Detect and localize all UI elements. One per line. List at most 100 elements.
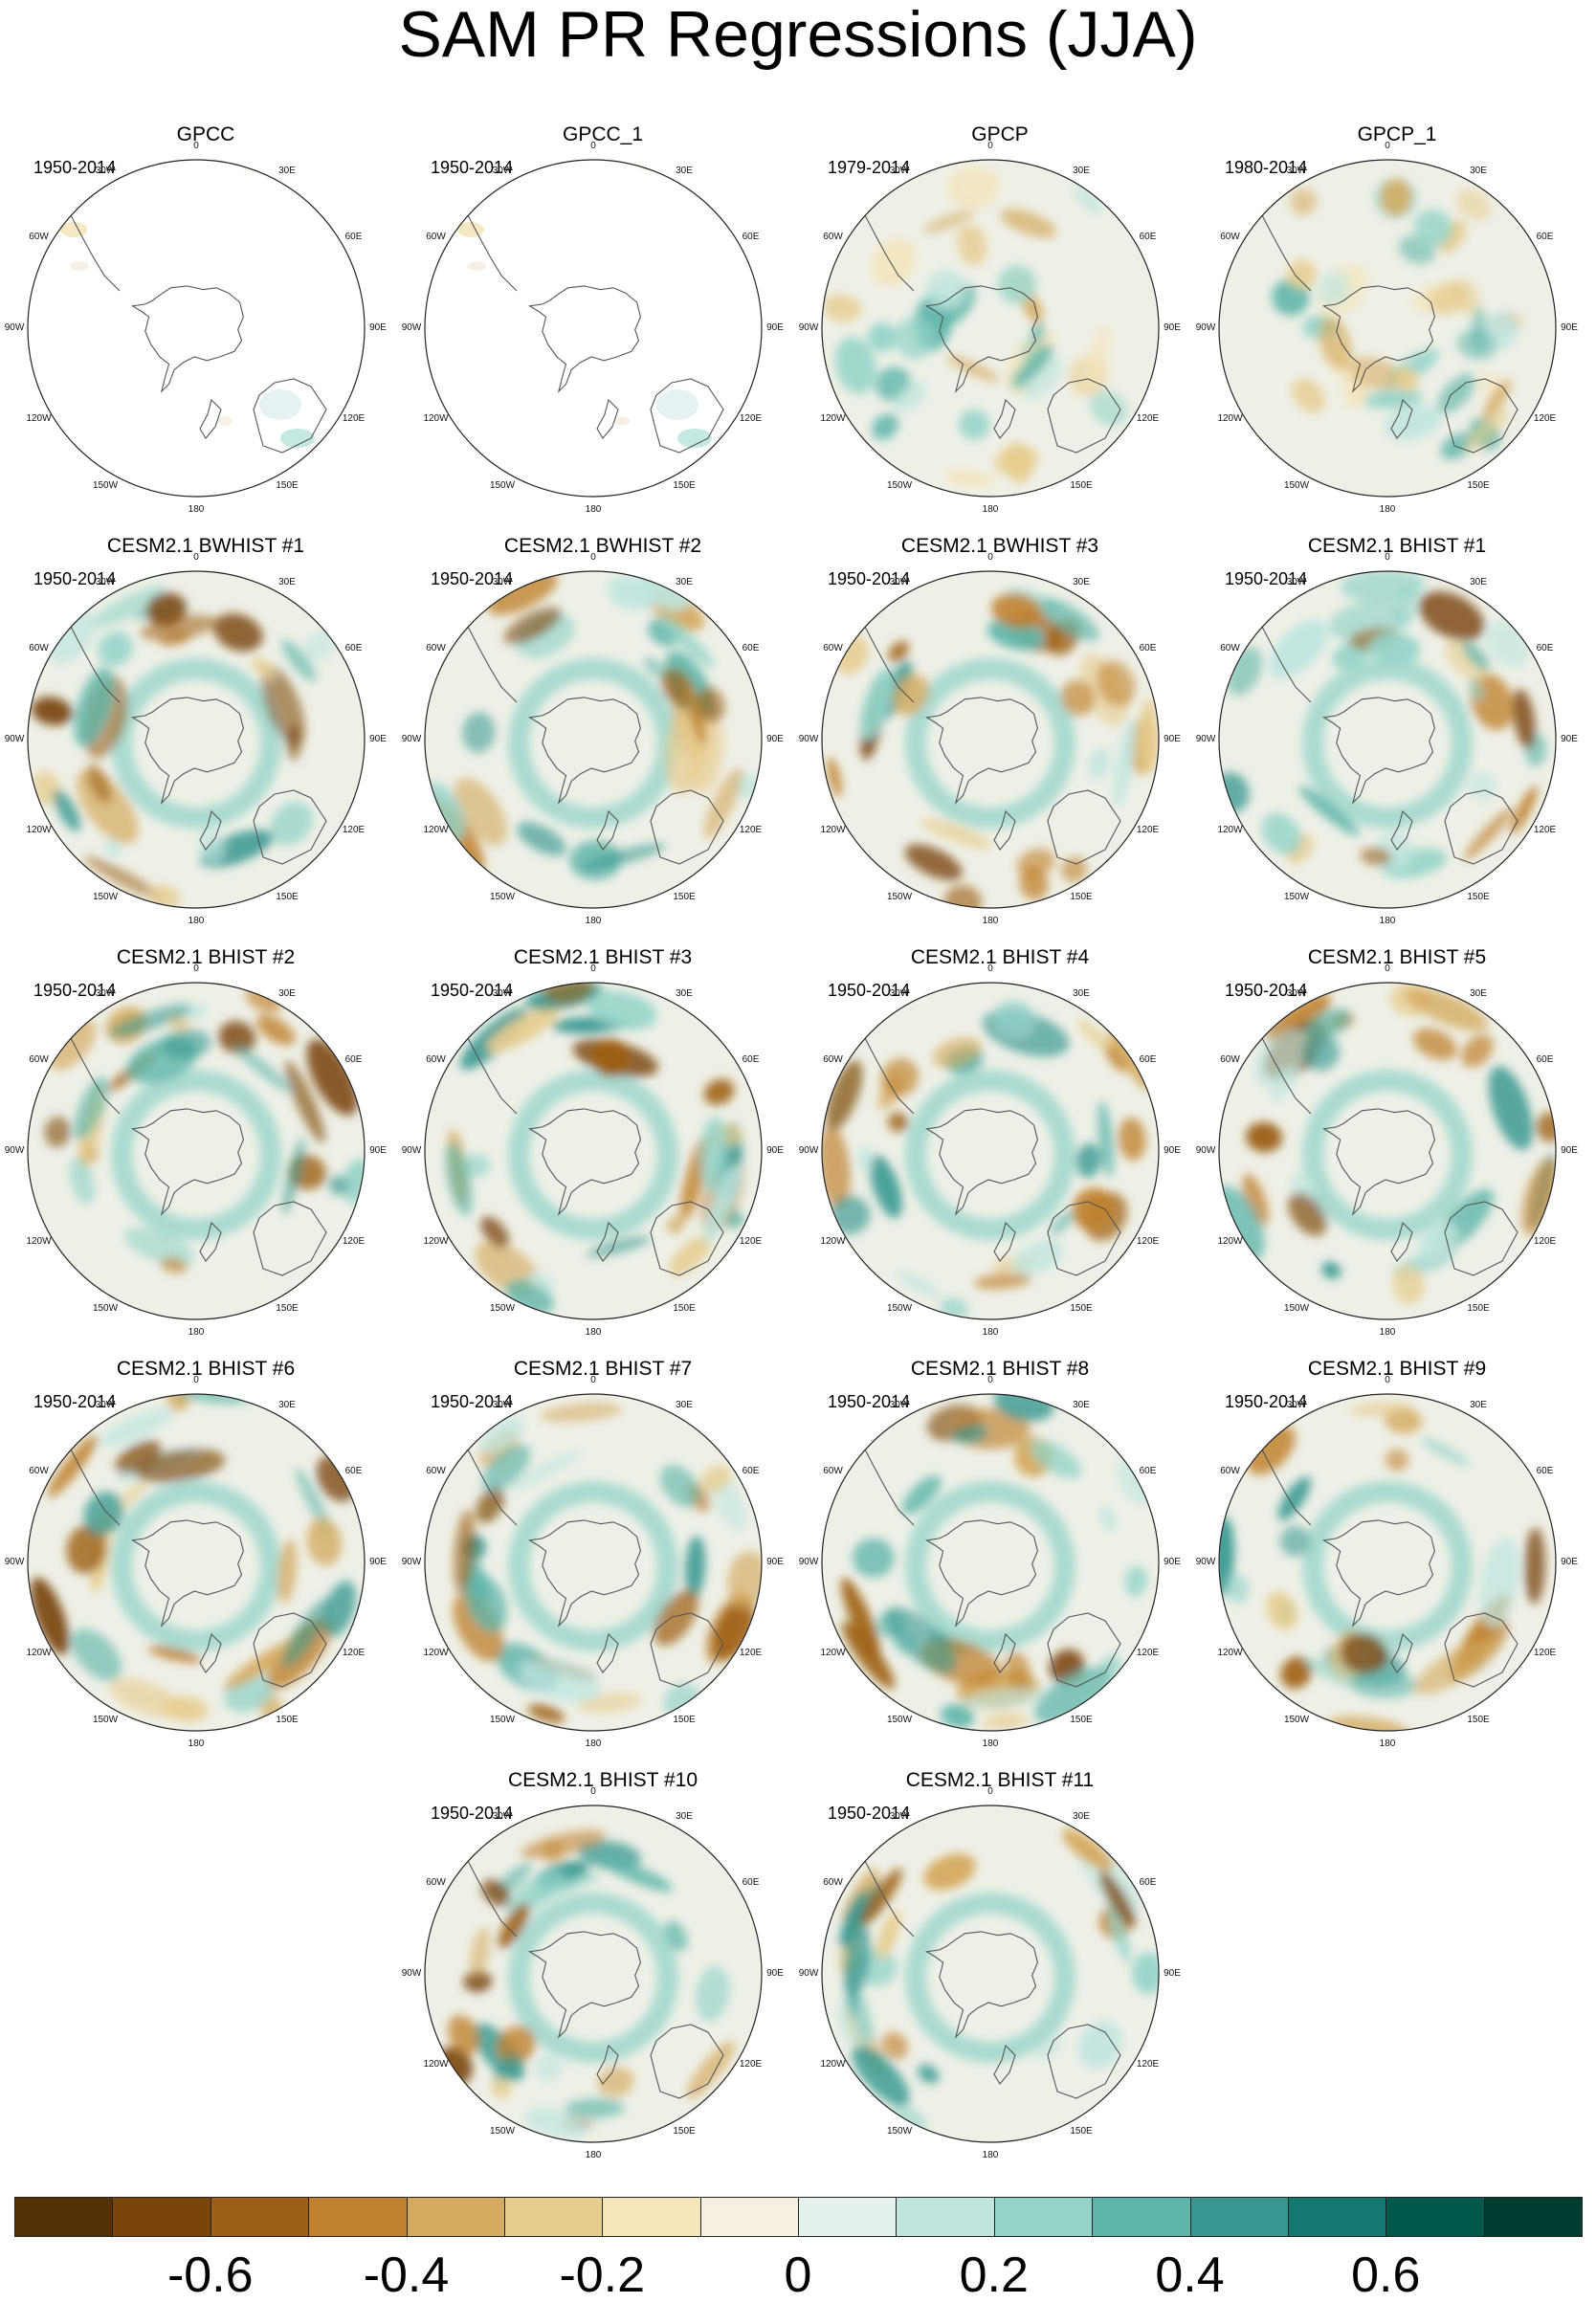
longitude-label: 60W bbox=[823, 643, 843, 653]
colorbar-tick-label: 0 bbox=[784, 2248, 812, 2303]
antarctica-coastline bbox=[130, 1519, 244, 1628]
antarctica-coastline bbox=[527, 697, 641, 805]
polar-map bbox=[424, 1393, 763, 1732]
longitude-label: 90E bbox=[1561, 322, 1578, 333]
new-zealand-coastline bbox=[993, 1221, 1016, 1262]
precip-blob bbox=[462, 712, 496, 753]
map-panel: GPCC 1950-2014 0 30E 60E 90E 120E 150E 180 150W 12… bbox=[5, 122, 388, 515]
precip-blob bbox=[98, 631, 133, 667]
longitude-label: 120W bbox=[1217, 1236, 1243, 1247]
longitude-label: 30E bbox=[1073, 576, 1090, 587]
map-panel: CESM2.1 BHIST #9 1950-2014 0 30E 60E 90E 120E 1… bbox=[1196, 1357, 1579, 1749]
precip-blob bbox=[660, 616, 715, 669]
precip-blob bbox=[281, 1137, 305, 1215]
polar-map bbox=[821, 982, 1160, 1320]
map-border bbox=[821, 1805, 1160, 2143]
polar-map bbox=[27, 982, 366, 1320]
colorbar-tick-label: -0.6 bbox=[166, 2248, 254, 2303]
anomaly-ring bbox=[111, 1070, 281, 1240]
precip-blob bbox=[31, 697, 73, 726]
precip-blob bbox=[445, 1142, 473, 1217]
precip-blob bbox=[480, 1417, 524, 1452]
map-border bbox=[424, 982, 763, 1320]
precip-blob bbox=[895, 317, 936, 360]
panel-title: CESM2.1 BHIST #4 bbox=[910, 946, 1090, 968]
precip-anomaly-field bbox=[822, 1394, 1159, 1731]
longitude-label: 60W bbox=[823, 1054, 843, 1065]
map-border bbox=[821, 982, 1160, 1320]
precip-blob bbox=[598, 1856, 674, 1893]
polar-map bbox=[821, 159, 1160, 498]
precip-blob bbox=[872, 413, 899, 440]
panel-year-range: 1950-2014 bbox=[33, 1392, 117, 1411]
map-border bbox=[1218, 982, 1557, 1320]
colorbar-swatch bbox=[308, 2197, 408, 2237]
panel-title: CESM2.1 BHIST #8 bbox=[910, 1358, 1090, 1380]
precip-blob bbox=[1392, 1265, 1425, 1305]
map-border bbox=[424, 1805, 763, 2143]
precip-patch bbox=[259, 389, 301, 420]
precip-blob bbox=[491, 2077, 512, 2099]
longitude-label: 150W bbox=[886, 2125, 913, 2137]
longitude-label: 90W bbox=[1195, 734, 1216, 744]
longitude-label: 30E bbox=[278, 1399, 296, 1410]
precip-blob bbox=[582, 843, 666, 870]
longitude-label: 30E bbox=[1470, 576, 1487, 587]
panel-title: CESM2.1 BWHIST #3 bbox=[900, 535, 1099, 557]
longitude-label: 150E bbox=[1070, 1714, 1093, 1725]
map-panel: GPCP_1 1980-2014 0 30E 60E 90E 120E 150E 180 150W… bbox=[1196, 122, 1579, 515]
longitude-label: 0 bbox=[590, 1786, 596, 1797]
antarctica-coastline bbox=[527, 1519, 641, 1628]
panel-year-range: 1950-2014 bbox=[33, 158, 117, 177]
precip-blob bbox=[857, 1146, 874, 1173]
longitude-label: 180 bbox=[585, 916, 602, 926]
map-panel: CESM2.1 BWHIST #3 1950-2014 0 30E 60E 90E 120E… bbox=[799, 534, 1182, 926]
panel-title: CESM2.1 BHIST #3 bbox=[513, 946, 693, 968]
antarctica-coastline bbox=[130, 1108, 244, 1216]
new-zealand-coastline bbox=[199, 398, 222, 439]
precip-blob bbox=[103, 840, 122, 857]
precip-blob bbox=[1266, 1591, 1297, 1630]
precip-blob bbox=[943, 884, 983, 908]
precip-blob bbox=[1471, 306, 1487, 354]
longitude-label: 30W bbox=[492, 576, 513, 587]
longitude-label: 30W bbox=[889, 1810, 910, 1822]
precip-blob bbox=[1521, 1158, 1556, 1236]
precip-blob bbox=[1290, 188, 1318, 216]
precip-blob bbox=[285, 723, 302, 761]
colorbar-swatch bbox=[14, 2197, 114, 2237]
longitude-label: 90W bbox=[4, 734, 25, 744]
longitude-label: 30W bbox=[1286, 165, 1307, 176]
map-panel: CESM2.1 BHIST #8 1950-2014 0 30E 60E 90E 120E 1… bbox=[799, 1357, 1182, 1749]
longitude-label: 0 bbox=[987, 963, 993, 974]
south-america-coastline bbox=[1260, 1035, 1312, 1115]
longitude-label: 60E bbox=[1536, 1466, 1554, 1476]
anomaly-ring bbox=[1302, 1070, 1473, 1240]
longitude-label: 90W bbox=[401, 1968, 422, 1979]
colorbar-swatch bbox=[1483, 2197, 1583, 2237]
precip-blob bbox=[957, 224, 987, 266]
panel-year-range: 1950-2014 bbox=[1225, 1392, 1308, 1411]
longitude-label: 150W bbox=[1283, 479, 1310, 491]
panel-title: GPCC_1 bbox=[562, 123, 644, 145]
map-panel: CESM2.1 BHIST #3 1950-2014 0 30E 60E 90E 120E 1… bbox=[402, 945, 785, 1338]
longitude-label: 150W bbox=[489, 479, 516, 491]
precip-blob bbox=[876, 1910, 901, 1960]
longitude-label: 180 bbox=[982, 1738, 999, 1749]
precip-blob bbox=[1019, 867, 1049, 900]
precip-blob bbox=[506, 1870, 565, 1916]
precip-blob bbox=[1097, 1100, 1115, 1178]
map-border bbox=[27, 982, 366, 1320]
map-panel: GPCC_1 1950-2014 0 30E 60E 90E 120E 150E 180 150W… bbox=[402, 122, 785, 515]
precip-blob bbox=[282, 1598, 331, 1668]
longitude-label: 0 bbox=[590, 552, 596, 563]
precip-patch bbox=[614, 416, 630, 426]
longitude-label: 120E bbox=[1533, 1236, 1557, 1247]
precip-anomaly-field bbox=[822, 571, 1159, 908]
precip-blob bbox=[1289, 1170, 1316, 1200]
longitude-label: 60W bbox=[426, 643, 446, 653]
longitude-label: 90W bbox=[798, 734, 819, 744]
panel-title: CESM2.1 BHIST #9 bbox=[1307, 1358, 1487, 1380]
longitude-label: 90E bbox=[1561, 1145, 1578, 1156]
longitude-label: 30W bbox=[95, 987, 116, 999]
